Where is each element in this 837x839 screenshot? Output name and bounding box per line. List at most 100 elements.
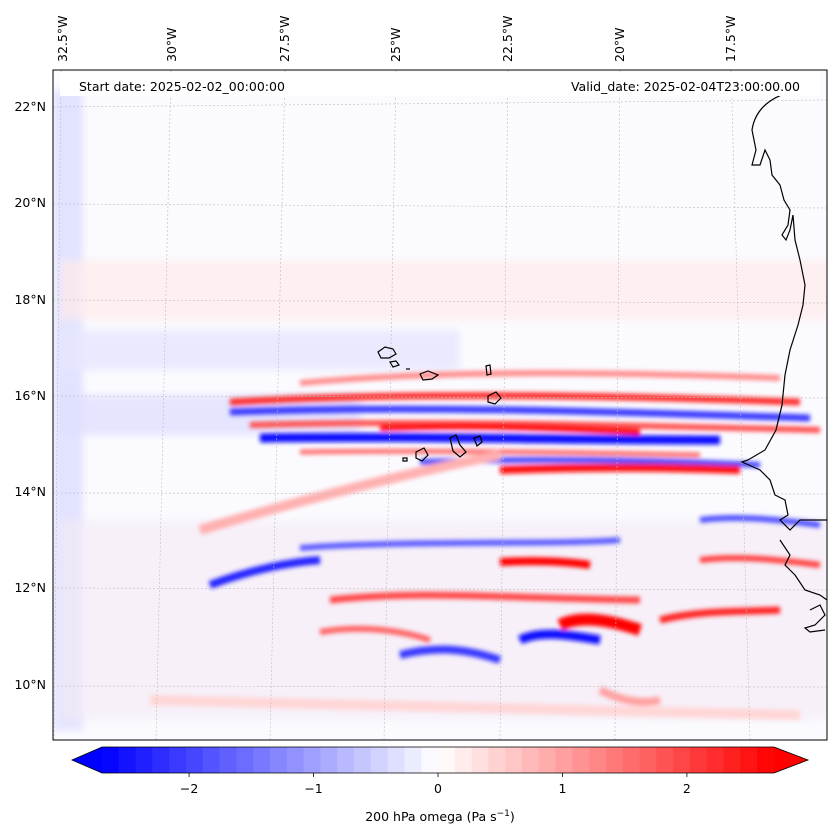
field-blob: [60, 520, 827, 720]
valid-date-label: Valid_date: 2025-02-04T23:00:00.00: [571, 79, 800, 94]
lon-tick-label: 20°W: [612, 27, 627, 62]
field-band: [699, 514, 821, 528]
colorbar-segment: [488, 747, 506, 773]
colorbar-extend-max: [774, 747, 808, 773]
field-blob: [60, 330, 460, 370]
island: [449, 434, 467, 458]
colorbar-segment: [202, 747, 221, 773]
lon-tick-label: 32.5°W: [55, 16, 70, 62]
colorbar-tick-label: 2: [683, 781, 691, 796]
field-band: [149, 695, 801, 720]
lon-tick-label: 22.5°W: [500, 16, 515, 62]
colorbar-segment: [152, 747, 170, 773]
colorbar-extend-min: [72, 747, 102, 773]
colorbar-segment: [673, 747, 691, 773]
lat-tick-label: 14°N: [14, 484, 46, 499]
lon-tick-label: 30°W: [164, 27, 179, 62]
colorbar-label: 200 hPa omega (Pa s−1): [365, 809, 515, 824]
colorbar-segment: [589, 747, 607, 773]
field-band: [299, 537, 621, 551]
coastline: [740, 89, 827, 633]
field-band: [198, 450, 501, 535]
colorbar-segment: [505, 747, 523, 773]
lon-tick-labels: 32.5°W 30°W 27.5°W 25°W 22.5°W 20°W 17.5…: [55, 16, 738, 62]
field-band: [319, 625, 431, 643]
west-africa-coast: [779, 539, 827, 601]
colorbar-segment: [606, 747, 624, 773]
field-band: [699, 554, 821, 568]
colorbar-segment: [337, 747, 355, 773]
island: [377, 346, 397, 359]
colorbar-segment: [102, 747, 120, 773]
colorbar-segment: [253, 747, 271, 773]
island: [389, 360, 400, 368]
map-frame: [52, 69, 828, 741]
omega-field: [53, 90, 827, 730]
colorbar-segment: [454, 747, 473, 773]
colorbar-segment: [438, 747, 456, 773]
field-band: [499, 463, 741, 474]
field-band: [329, 591, 641, 604]
lat-tick-label: 22°N: [14, 99, 46, 114]
lat-tick-label: 10°N: [14, 677, 46, 692]
island: [487, 391, 502, 405]
colorbar-segment: [421, 747, 439, 773]
field-band: [379, 423, 641, 435]
colorbar-segment: [404, 747, 422, 773]
colorbar-segment: [555, 747, 573, 773]
colorbar-segment: [522, 747, 540, 773]
map-panel[interactable]: Start date: 2025-02-02_00:00:00 Valid_da…: [52, 69, 830, 741]
colorbar-outline: [70, 746, 810, 774]
colorbar-segment: [118, 747, 137, 773]
colorbar-segment: [471, 747, 489, 773]
field-band: [399, 645, 502, 664]
colorbar-segment: [370, 747, 389, 773]
colorbar-segment: [538, 747, 557, 773]
island: [485, 364, 492, 376]
colorbar-segment: [723, 747, 741, 773]
colorbar-segment: [572, 747, 590, 773]
colorbar-segment: [219, 747, 237, 773]
field-band: [249, 419, 821, 433]
field-band: [229, 405, 811, 422]
field-band: [229, 392, 801, 406]
cape-verde-islands: [377, 346, 502, 462]
gridlines: [52, 69, 828, 741]
island: [415, 447, 429, 462]
field-band: [499, 557, 591, 569]
colorbar-tick-label: 1: [558, 781, 566, 796]
colorbar-tick-label: 0: [434, 781, 442, 796]
colorbar-ticks: −2 −1 0 1 2: [180, 773, 691, 796]
colorbar-segment: [354, 747, 372, 773]
field-blob: [60, 260, 827, 320]
island: [473, 435, 483, 447]
lat-tick-label: 18°N: [14, 292, 46, 307]
colorbar-tick-label: −1: [304, 781, 322, 796]
field-band: [299, 370, 781, 386]
colorbar-segment: [706, 747, 725, 773]
field-band: [659, 606, 781, 624]
colorbar-segment: [169, 747, 187, 773]
lat-tick-labels: 22°N 20°N 18°N 16°N 14°N 12°N 10°N: [14, 99, 46, 692]
colorbar-segment: [286, 747, 305, 773]
lon-tick-label: 17.5°W: [723, 16, 738, 62]
header-strip: [60, 72, 820, 96]
colorbar-segment: [740, 747, 758, 773]
colorbar-segment: [236, 747, 254, 773]
island: [419, 370, 440, 381]
field-band: [517, 629, 601, 645]
west-africa-coast: [740, 89, 827, 531]
lon-tick-label: 27.5°W: [277, 16, 292, 62]
field-band: [557, 613, 642, 636]
colorbar-segment: [303, 747, 321, 773]
colorbar-segment: [639, 747, 657, 773]
colorbar: −2 −1 0 1 2 200 hPa omega (Pa s−1): [70, 746, 810, 824]
lat-tick-label: 20°N: [14, 195, 46, 210]
colorbar-tick-label: −2: [180, 781, 198, 796]
lon-tick-label: 25°W: [388, 27, 403, 62]
lat-tick-label: 16°N: [14, 388, 46, 403]
island: [402, 457, 408, 462]
colorbar-segment: [690, 747, 708, 773]
colorbar-segment: [622, 747, 641, 773]
